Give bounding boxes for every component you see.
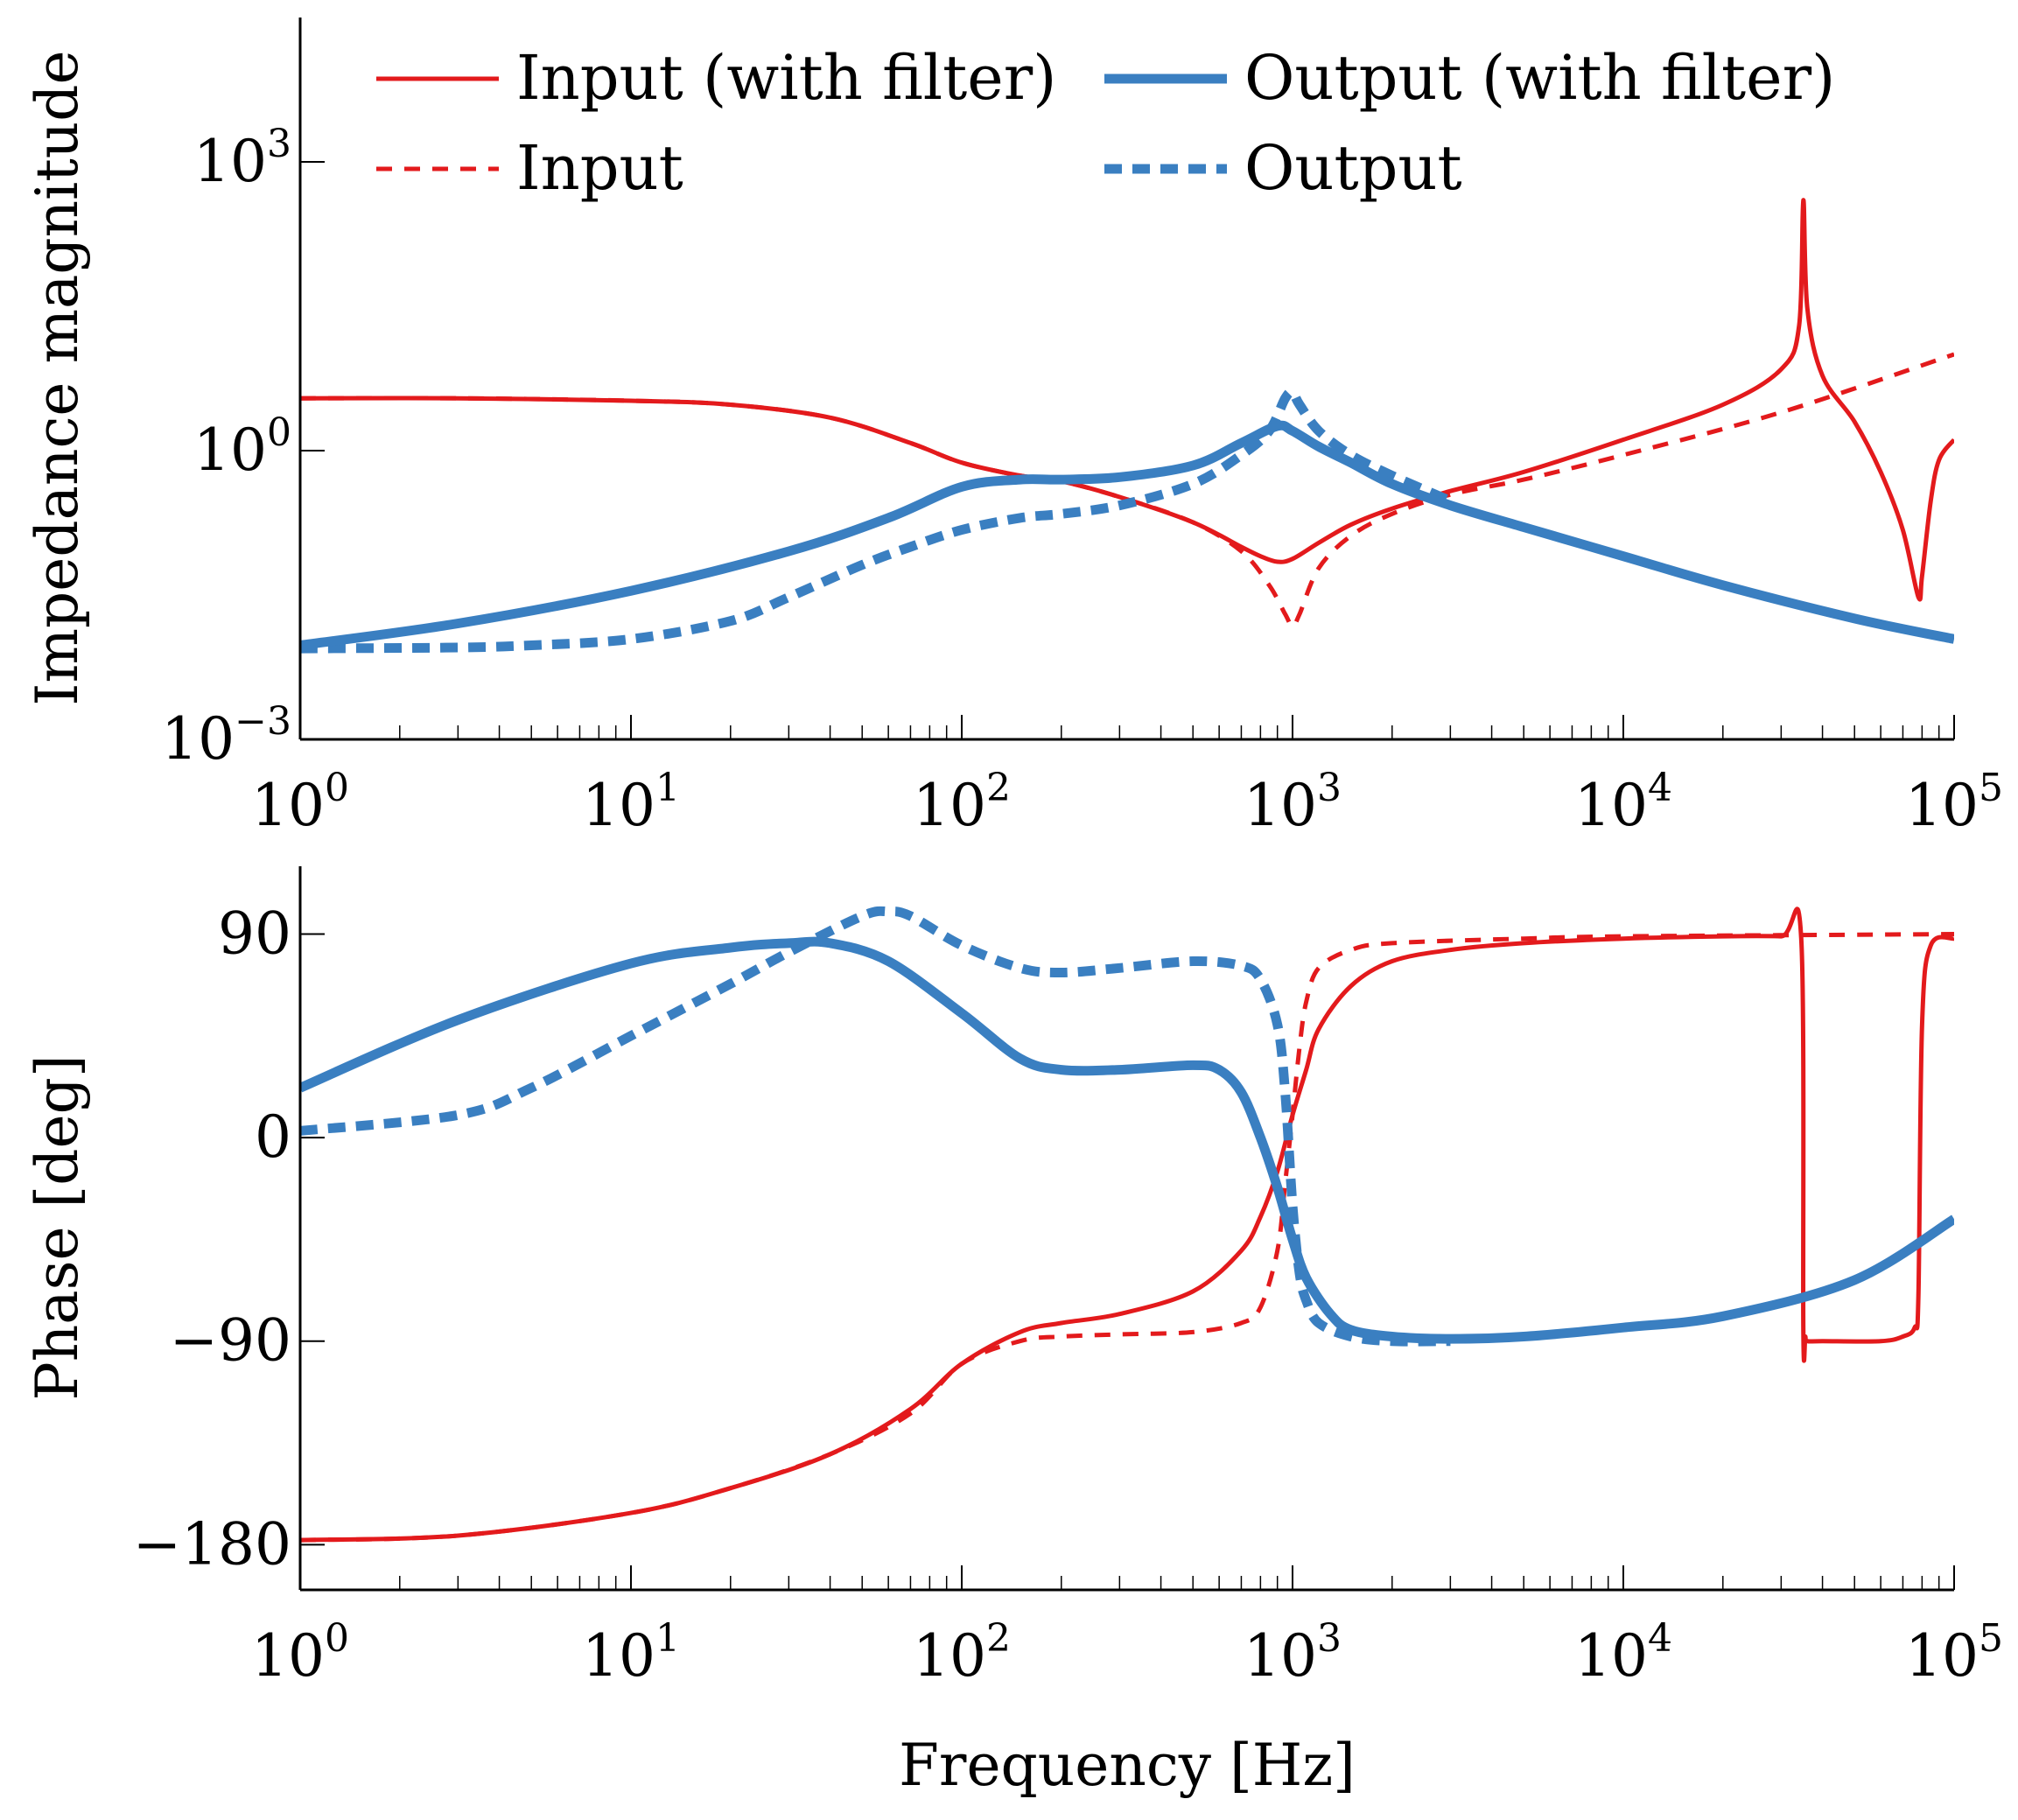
legend-label-input: Input (516, 132, 683, 204)
phase-y-axis-title: Phase [deg] (24, 1054, 91, 1400)
legend-label-output: Output (1244, 132, 1462, 204)
phase-y-tick-label: −90 (170, 1307, 291, 1375)
magnitude-series-group (300, 198, 1954, 654)
magnitude-x-tick-label: 104 (1574, 766, 1672, 839)
phase-series-input-filter (300, 906, 1954, 1543)
legend-label-input-filter: Input (with filter) (516, 42, 1057, 114)
phase-x-tick-label: 102 (913, 1616, 1011, 1690)
phase-series-output-filter (300, 936, 1954, 1344)
magnitude-y-tick-label: 103 (193, 122, 291, 195)
phase-tick-marks (299, 933, 1955, 1590)
magnitude-x-tick-label: 103 (1244, 766, 1342, 839)
phase-x-tick-label: 104 (1574, 1616, 1672, 1690)
phase-x-tick-label: 103 (1244, 1616, 1342, 1690)
magnitude-y-tick-label: 100 (193, 410, 291, 484)
magnitude-y-tick-labels: 10−3 100 103 (161, 122, 291, 773)
x-axis-title: Frequency [Hz] (899, 1732, 1356, 1799)
phase-x-tick-label: 100 (251, 1616, 349, 1690)
phase-y-tick-labels: 90 0 −90 −180 (133, 900, 291, 1578)
magnitude-x-tick-label: 100 (251, 766, 349, 839)
phase-x-tick-label: 105 (1905, 1616, 2003, 1690)
magnitude-y-tick-label: 10−3 (161, 699, 291, 773)
phase-series-input (300, 932, 1954, 1543)
magnitude-x-tick-label: 101 (582, 766, 680, 839)
phase-y-tick-label: 0 (255, 1103, 291, 1171)
magnitude-series-input-filter (300, 198, 1954, 602)
phase-series-output (300, 906, 1451, 1347)
legend: Input (with filter) Output (with filter)… (376, 42, 1835, 204)
magnitude-series-output (300, 387, 1453, 654)
magnitude-series-output-filter (300, 420, 1954, 650)
magnitude-x-tick-labels: 100 101 102 103 104 105 (251, 766, 2003, 839)
phase-y-tick-label: −180 (133, 1510, 291, 1578)
magnitude-x-tick-label: 102 (913, 766, 1011, 839)
phase-x-tick-labels: 100 101 102 103 104 105 (251, 1616, 2003, 1690)
phase-y-tick-label: 90 (218, 900, 291, 968)
magnitude-tick-marks (299, 161, 1955, 740)
magnitude-x-tick-label: 105 (1905, 766, 2003, 839)
legend-label-output-filter: Output (with filter) (1244, 42, 1835, 114)
magnitude-y-axis-title: Impedance magnitude (24, 50, 91, 705)
phase-panel: 100 101 102 103 104 105 90 0 −90 −180 Phase [deg… (24, 866, 2003, 1690)
phase-x-tick-label: 101 (582, 1616, 680, 1690)
phase-series-group (300, 906, 1954, 1543)
